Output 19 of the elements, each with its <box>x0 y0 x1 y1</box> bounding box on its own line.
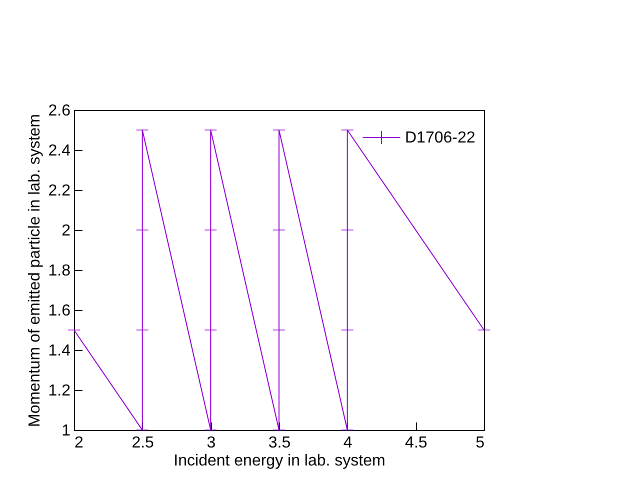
x-tick-label: 2 <box>74 434 84 452</box>
x-tick-label: 3 <box>206 434 216 452</box>
y-axis-title: Momentum of emitted particle in lab. system <box>26 114 44 428</box>
y-tick-label: 1 <box>62 422 71 440</box>
x-tick-label: 4 <box>343 434 352 452</box>
y-tick-label: 2.2 <box>48 182 71 200</box>
y-tick-label: 1.2 <box>48 382 71 400</box>
legend-label: D1706-22 <box>405 130 476 146</box>
x-tick-label: 2.5 <box>132 434 154 452</box>
y-tick-label: 2.4 <box>48 142 71 160</box>
y-tick-label: 1.8 <box>48 262 71 280</box>
y-tick-label: 2.6 <box>48 102 71 120</box>
x-tick-label: 3.5 <box>268 434 291 452</box>
x-tick-label: 5 <box>476 434 485 452</box>
y-tick-label: 1.6 <box>48 302 71 320</box>
x-tick-label: 4.5 <box>405 434 428 452</box>
y-tick-label: 1.4 <box>48 342 71 360</box>
x-axis-title: Incident energy in lab. system <box>174 452 386 470</box>
y-tick-label: 2 <box>62 222 71 240</box>
